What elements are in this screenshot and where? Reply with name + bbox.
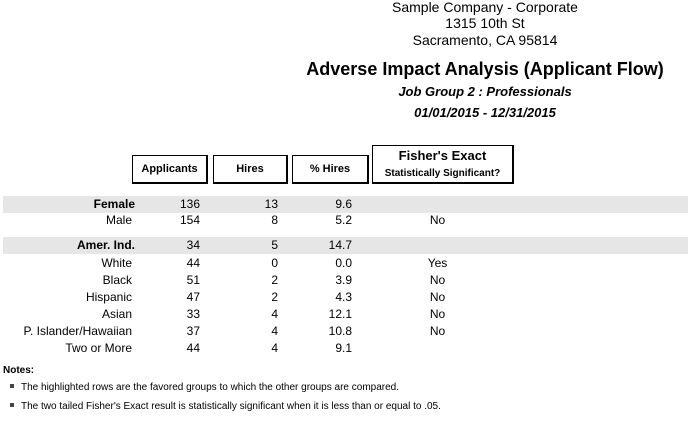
row-applicants: 154 [179, 213, 200, 227]
row-fisher: Yes [427, 256, 448, 270]
table-row: Hispanic 47 2 4.3 No [0, 289, 688, 306]
row-hires: 2 [271, 290, 278, 304]
row-hires: 0 [271, 256, 278, 270]
row-group: Asian [101, 307, 132, 321]
table-row: P. Islander/Hawaiian 37 4 10.8 No [0, 323, 688, 340]
company-name: Sample Company - Corporate [392, 0, 578, 15]
row-applicants: 44 [186, 256, 200, 270]
row-hires: 4 [271, 341, 278, 355]
row-pct-hires: 9.6 [335, 197, 352, 211]
row-applicants: 33 [186, 307, 200, 321]
date-range: 01/01/2015 - 12/31/2015 [414, 105, 556, 120]
column-header-hires: Hires [213, 155, 288, 184]
row-pct-hires: 9.1 [335, 341, 352, 355]
row-hires: 8 [271, 213, 278, 227]
row-group: Hispanic [85, 290, 132, 304]
row-fisher: No [429, 290, 446, 304]
row-group: Male [105, 213, 132, 227]
row-group: Amer. Ind. [76, 238, 135, 252]
table-row: Two or More 44 4 9.1 [0, 340, 688, 357]
row-pct-hires: 12.1 [328, 307, 352, 321]
row-fisher: No [429, 213, 446, 227]
note-text: The highlighted rows are the favored gro… [21, 382, 399, 393]
row-pct-hires: 14.7 [328, 238, 352, 252]
row-pct-hires: 10.8 [328, 324, 352, 338]
bullet-icon [10, 403, 14, 407]
row-group: Two or More [65, 341, 132, 355]
table-row: White 44 0 0.0 Yes [0, 255, 688, 272]
row-pct-hires: 3.9 [335, 273, 352, 287]
note-text: The two tailed Fisher's Exact result is … [21, 401, 441, 412]
row-applicants: 51 [186, 273, 200, 287]
table-row: Male 154 8 5.2 No [0, 212, 688, 229]
row-group: White [101, 256, 132, 270]
row-group: Black [102, 273, 132, 287]
row-fisher: No [429, 273, 446, 287]
job-group: Job Group 2 : Professionals [398, 84, 572, 99]
row-group: Female [93, 197, 135, 211]
column-header-applicants: Applicants [132, 155, 208, 184]
row-applicants: 44 [186, 341, 200, 355]
row-hires: 2 [271, 273, 278, 287]
company-address-line2: Sacramento, CA 95814 [412, 32, 558, 48]
row-applicants: 34 [186, 238, 200, 252]
row-applicants: 136 [179, 197, 200, 211]
column-header-fishers-exact: Fisher's Exact Statistically Significant… [372, 145, 514, 184]
row-pct-hires: 5.2 [335, 213, 352, 227]
row-applicants: 47 [186, 290, 200, 304]
row-hires: 5 [271, 238, 278, 252]
row-pct-hires: 0.0 [335, 256, 352, 270]
table-row-highlighted: Amer. Ind. 34 5 14.7 [3, 237, 688, 254]
row-applicants: 37 [186, 324, 200, 338]
row-hires: 4 [271, 307, 278, 321]
company-address-line1: 1315 10th St [445, 15, 525, 31]
row-hires: 13 [264, 197, 278, 211]
column-header-pct-hires: % Hires [292, 155, 369, 184]
note-item: The two tailed Fisher's Exact result is … [10, 400, 441, 413]
row-fisher: No [429, 307, 446, 321]
table-row: Asian 33 4 12.1 No [0, 306, 688, 323]
notes-heading: Notes: [3, 365, 35, 376]
row-group: P. Islander/Hawaiian [23, 324, 132, 338]
bullet-icon [10, 384, 14, 388]
fishers-exact-subtitle: Statistically Significant? [384, 168, 501, 179]
table-row: Black 51 2 3.9 No [0, 272, 688, 289]
row-hires: 4 [271, 324, 278, 338]
table-row-highlighted: Female 136 13 9.6 [3, 196, 688, 213]
row-pct-hires: 4.3 [335, 290, 352, 304]
row-fisher: No [429, 324, 446, 338]
report-title: Adverse Impact Analysis (Applicant Flow) [306, 59, 664, 79]
note-item: The highlighted rows are the favored gro… [10, 381, 399, 394]
fishers-exact-title: Fisher's Exact [398, 148, 487, 163]
